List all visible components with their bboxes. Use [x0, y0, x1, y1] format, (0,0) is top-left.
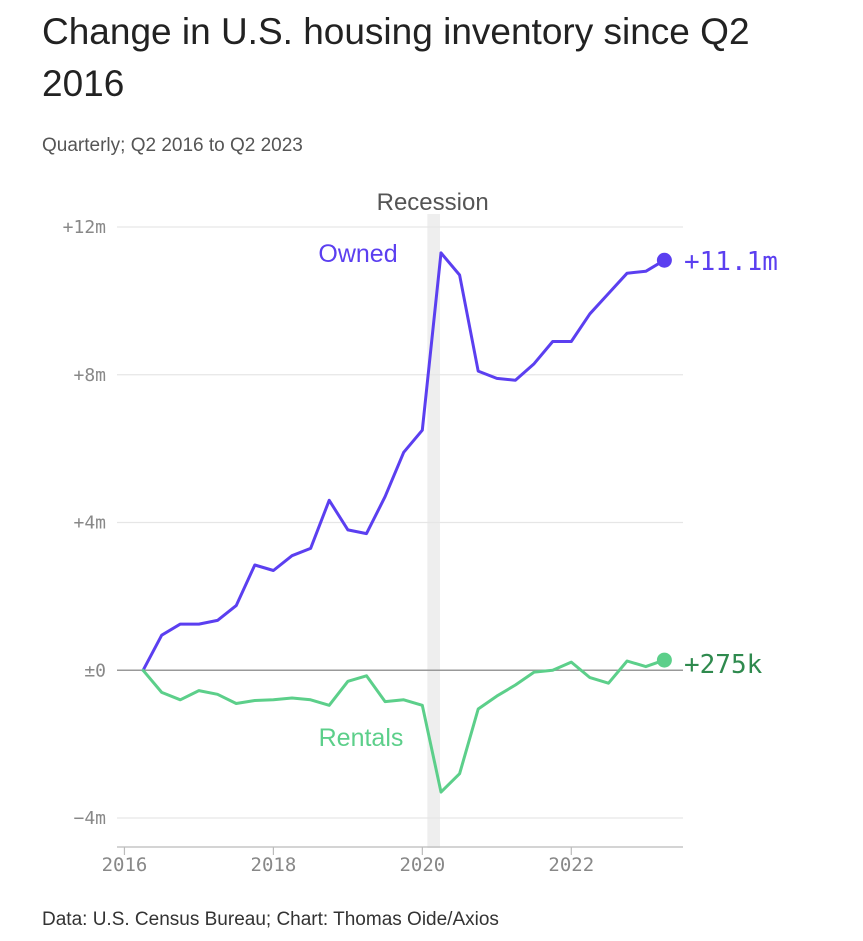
series-label-rentals: Rentals [319, 724, 404, 752]
series-label-owned: Owned [318, 240, 397, 268]
y-tick-label: +8m [73, 365, 106, 386]
source-credit: Data: U.S. Census Bureau; Chart: Thomas … [42, 909, 499, 930]
chart-title: Change in U.S. housing inventory since Q… [42, 11, 750, 104]
end-point-rentals [656, 652, 672, 668]
end-value-label-owned: +11.1m [684, 247, 778, 277]
series-line-owned [141, 251, 666, 672]
series-lines [141, 251, 672, 794]
recession-band-group: Recession [377, 189, 489, 848]
y-tick-label: +4m [73, 513, 106, 534]
chart-subtitle: Quarterly; Q2 2016 to Q2 2023 [42, 135, 303, 156]
series-labels: Owned Rentals +11.1m +275k [318, 240, 778, 752]
x-tick-label: 2018 [251, 854, 297, 876]
series-line-rentals [141, 658, 666, 794]
gridlines [117, 226, 683, 819]
y-tick-label: ±0 [84, 660, 106, 681]
y-tick-label: −4m [73, 808, 106, 829]
x-tick-label: 2020 [399, 854, 445, 876]
x-tick-label: 2016 [102, 854, 148, 876]
y-axis-tick-labels: +12m +8m +4m ±0 −4m [63, 217, 106, 829]
x-tick-label: 2022 [548, 854, 594, 876]
end-value-label-rentals: +275k [684, 650, 763, 680]
end-point-owned [656, 252, 672, 268]
y-tick-label: +12m [63, 217, 106, 238]
x-axis: 2016 2018 2020 2022 [102, 846, 683, 876]
recession-label: Recession [377, 189, 489, 216]
recession-band [427, 214, 440, 848]
